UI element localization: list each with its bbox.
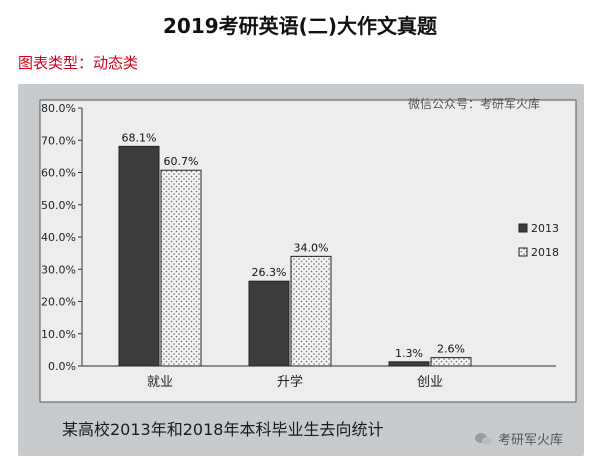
y-tick-label: 10.0%	[41, 328, 76, 341]
y-tick-label: 20.0%	[41, 296, 76, 309]
data-label: 68.1%	[122, 131, 157, 144]
chart-caption: 某高校2013年和2018年本科毕业生去向统计	[62, 420, 384, 439]
category-label: 创业	[417, 375, 443, 390]
bar-2013-0	[118, 145, 160, 367]
bar-2018-0	[160, 169, 202, 367]
category-label: 升学	[277, 374, 303, 390]
y-tick-label: 60.0%	[41, 167, 76, 180]
y-tick-label: 40.0%	[41, 231, 76, 244]
legend-label-2013: 2013	[531, 222, 559, 235]
watermark: 微信公众号：考研军火库	[408, 97, 541, 111]
brand-mark: 考研军火库	[474, 429, 563, 448]
y-tick-label: 50.0%	[41, 199, 76, 212]
legend-swatch-2018	[518, 247, 528, 257]
data-label: 1.3%	[395, 347, 423, 360]
y-tick-label: 0.0%	[48, 360, 76, 373]
legend-label-2018: 2018	[531, 246, 559, 259]
wechat-logo-icon	[475, 432, 492, 445]
bar-2018-2	[430, 357, 472, 367]
data-label: 34.0%	[294, 241, 329, 254]
bar-2013-2	[388, 361, 430, 367]
data-label: 60.7%	[164, 155, 199, 168]
data-label: 26.3%	[252, 266, 287, 279]
chart-type-subtitle: 图表类型：动态类	[18, 54, 139, 72]
legend-swatch-2013	[518, 223, 528, 233]
brand-label: 考研军火库	[498, 433, 564, 448]
y-tick-label: 70.0%	[41, 134, 76, 147]
category-label: 就业	[147, 375, 173, 390]
y-tick-label: 30.0%	[41, 263, 76, 276]
y-tick-label: 80.0%	[41, 102, 76, 115]
page-title: 2019考研英语(二)大作文真题	[163, 14, 437, 38]
bar-2013-1	[248, 280, 290, 367]
bar-2018-1	[290, 255, 332, 367]
data-label: 2.6%	[437, 343, 465, 356]
